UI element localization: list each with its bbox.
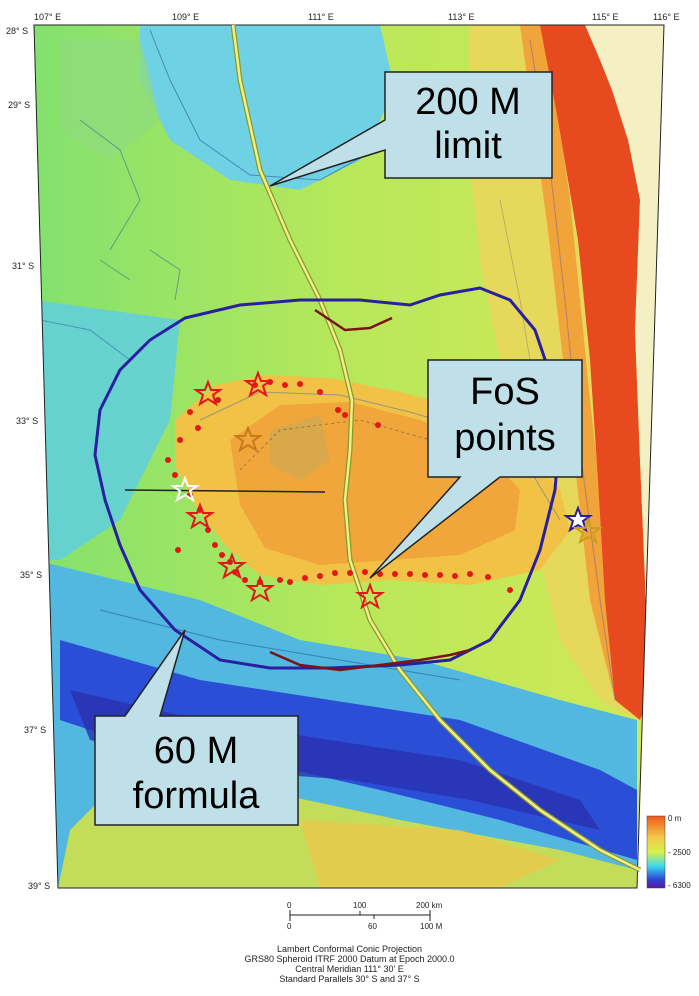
scale-nm-100: 100 M xyxy=(420,922,443,931)
callout-60m-line1: 60 M xyxy=(154,730,238,772)
callout-fos-line2: points xyxy=(454,417,555,459)
projection-line-1: Lambert Conformal Conic Projection xyxy=(276,944,423,954)
depth-legend-bar xyxy=(646,815,666,889)
lat-tick-39: 39° S xyxy=(28,881,51,891)
callout-60m-line2: formula xyxy=(133,775,261,817)
lat-tick-33: 33° S xyxy=(16,416,39,426)
callout-fos-points: FoS points xyxy=(369,359,583,579)
scale-nm-60: 60 xyxy=(368,922,377,931)
callout-200m-line1: 200 M xyxy=(415,81,521,123)
lat-tick-29: 29° S xyxy=(8,100,31,110)
scale-bar xyxy=(289,910,431,921)
lon-tick-107: 107° E xyxy=(34,12,62,22)
foot-of-slope-lines xyxy=(269,308,471,672)
scale-nm-0: 0 xyxy=(287,922,292,931)
lat-tick-37: 37° S xyxy=(24,725,47,735)
lon-tick-111: 111° E xyxy=(308,12,334,22)
scale-km-0: 0 xyxy=(287,901,292,910)
map-frame xyxy=(33,24,665,889)
projection-line-2: GRS80 Spheroid ITRF 2000 Datum at Epoch … xyxy=(244,954,455,964)
lon-tick-116: 116° E xyxy=(653,12,680,22)
legend-label-2500: - 2500 xyxy=(668,848,691,857)
scale-km-200: 200 km xyxy=(416,901,443,910)
lat-tick-28: 28° S xyxy=(6,26,29,36)
fos-points xyxy=(165,379,513,593)
callout-200m-line2: limit xyxy=(434,125,502,167)
callout-200m-limit: 200 M limit xyxy=(269,71,553,187)
lat-tick-35: 35° S xyxy=(20,570,43,580)
legend-label-6300: - 6300 xyxy=(668,881,691,890)
callout-60m-formula: 60 M formula xyxy=(94,629,299,826)
projection-line-4: Standard Parallels 30° S and 37° S xyxy=(279,974,420,984)
lat-tick-31: 31° S xyxy=(12,261,35,271)
legend-label-0m: 0 m xyxy=(668,814,682,823)
callout-fos-line1: FoS xyxy=(470,371,540,413)
scale-km-100: 100 xyxy=(353,901,367,910)
fos-star-markers xyxy=(169,370,604,610)
lon-tick-113: 113° E xyxy=(448,12,475,22)
projection-line-3: Central Meridian 111° 30' E xyxy=(295,964,404,974)
profile-line xyxy=(124,489,326,493)
ext-60m-formula-line xyxy=(93,286,562,670)
lon-tick-115: 115° E xyxy=(592,12,619,22)
lon-tick-109: 109° E xyxy=(172,12,200,22)
limit-200m-line xyxy=(230,24,642,873)
